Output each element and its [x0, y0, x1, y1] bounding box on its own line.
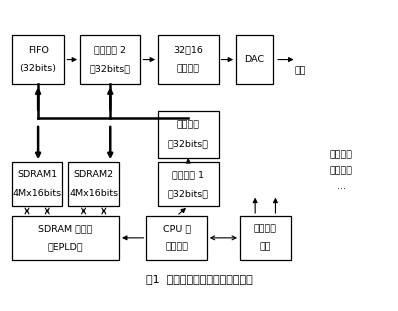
Text: ...: ... — [337, 182, 346, 191]
Text: （32bits）: （32bits） — [90, 64, 131, 73]
Text: 图1  任意波形发生器硬件原理框图: 图1 任意波形发生器硬件原理框图 — [146, 274, 252, 284]
Text: (32bits): (32bits) — [20, 64, 57, 73]
Text: 同步时钟: 同步时钟 — [330, 166, 353, 175]
Text: （32bits）: （32bits） — [168, 189, 209, 198]
Text: 4Mx16bits: 4Mx16bits — [69, 189, 118, 198]
Text: 数据锁存 2: 数据锁存 2 — [94, 46, 126, 55]
Text: SDRAM 控制器: SDRAM 控制器 — [38, 224, 93, 233]
Text: 控制接口: 控制接口 — [165, 243, 188, 252]
Text: DAC: DAC — [244, 55, 265, 64]
Text: 并串转换: 并串转换 — [177, 64, 200, 73]
Text: SDRAM2: SDRAM2 — [74, 170, 114, 179]
Text: 数据锁存 1: 数据锁存 1 — [172, 170, 204, 179]
Text: 输出: 输出 — [295, 66, 306, 75]
Bar — [12, 162, 62, 206]
Bar — [236, 35, 273, 84]
Text: 模块: 模块 — [259, 243, 271, 252]
Bar — [146, 216, 207, 260]
Bar — [80, 35, 140, 84]
Bar — [158, 35, 219, 84]
Bar — [12, 35, 64, 84]
Text: 时钟电路: 时钟电路 — [254, 224, 277, 233]
Text: CPU 及: CPU 及 — [162, 224, 191, 233]
Bar — [158, 162, 219, 206]
Text: （32bits）: （32bits） — [168, 139, 209, 148]
Bar — [12, 216, 119, 260]
Bar — [68, 162, 119, 206]
Text: SDRAM1: SDRAM1 — [17, 170, 57, 179]
Text: （EPLD）: （EPLD） — [48, 243, 83, 252]
Text: 总线开关: 总线开关 — [177, 121, 200, 130]
Text: FIFO: FIFO — [28, 46, 49, 55]
Bar — [158, 111, 219, 158]
Text: 32：16: 32：16 — [174, 46, 203, 55]
Text: 系统内部: 系统内部 — [330, 151, 353, 160]
Text: 4Mx16bits: 4Mx16bits — [13, 189, 62, 198]
Bar — [240, 216, 291, 260]
